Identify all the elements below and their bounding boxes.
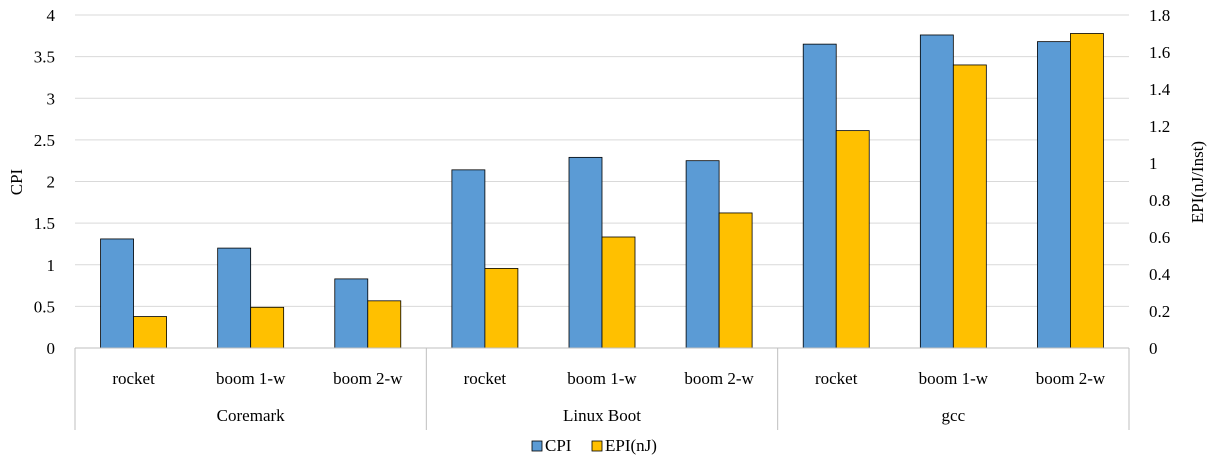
legend: CPI EPI(nJ) xyxy=(531,436,657,455)
epi-bar xyxy=(718,212,753,349)
left-axis-title: CPI xyxy=(7,168,26,195)
legend-label: CPI xyxy=(545,436,572,455)
epi-bar xyxy=(484,268,519,349)
right-tick-label: 0 xyxy=(1149,339,1158,358)
cpi-bar xyxy=(802,43,837,349)
left-tick-label: 0 xyxy=(47,339,56,358)
epi-bar xyxy=(835,130,870,349)
right-axis-title: EPI(nJ/Inst) xyxy=(1188,141,1207,223)
cpi-bar xyxy=(685,160,720,349)
left-tick-label: 2.5 xyxy=(34,131,55,150)
right-tick-label: 1.6 xyxy=(1149,43,1170,62)
category-label: rocket xyxy=(112,369,155,388)
left-tick-label: 4 xyxy=(47,6,56,25)
bars xyxy=(100,33,1104,349)
group-labels: Coremark Linux Boot gcc xyxy=(217,406,966,425)
right-tick-label: 0.2 xyxy=(1149,302,1170,321)
category-label: boom 2-w xyxy=(1036,369,1106,388)
category-label: boom 2-w xyxy=(333,369,403,388)
right-tick-label: 0.6 xyxy=(1149,228,1170,247)
category-labels: rocket boom 1-w boom 2-w rocket boom 1-w boom… xyxy=(112,369,1106,388)
category-label: boom 1-w xyxy=(567,369,637,388)
legend-swatch xyxy=(591,440,603,452)
category-label: rocket xyxy=(815,369,858,388)
left-tick-label: 3.5 xyxy=(34,48,55,67)
cpi-bar xyxy=(451,169,486,349)
left-tick-label: 3 xyxy=(47,89,56,108)
cpi-bar xyxy=(217,247,252,349)
legend-label: EPI(nJ) xyxy=(605,436,657,455)
right-axis-ticks: 0 0.2 0.4 0.6 0.8 1 1.2 1.4 1.6 1.8 xyxy=(1149,6,1171,358)
epi-bar xyxy=(601,236,636,349)
group-label: Coremark xyxy=(217,406,285,425)
epi-bar xyxy=(133,316,167,349)
category-label: boom 1-w xyxy=(216,369,286,388)
right-tick-label: 1.8 xyxy=(1149,6,1170,25)
right-tick-label: 1.2 xyxy=(1149,117,1170,136)
epi-bar xyxy=(250,306,285,349)
right-tick-label: 1.4 xyxy=(1149,80,1171,99)
left-tick-label: 2 xyxy=(47,173,56,192)
legend-swatch xyxy=(531,440,543,452)
category-label: boom 2-w xyxy=(684,369,754,388)
cpi-bar xyxy=(1037,41,1071,349)
group-label: gcc xyxy=(942,406,966,425)
left-tick-label: 1.5 xyxy=(34,214,55,233)
left-axis-ticks: 0 0.5 1 1.5 2 2.5 3 3.5 4 xyxy=(34,6,56,358)
epi-bar xyxy=(1070,33,1104,349)
category-label: boom 1-w xyxy=(919,369,989,388)
category-label: rocket xyxy=(464,369,507,388)
cpi-bar xyxy=(568,156,603,349)
cpi-bar xyxy=(334,278,369,349)
epi-bar xyxy=(952,64,987,349)
epi-bar xyxy=(367,300,402,349)
axes xyxy=(74,347,1130,430)
group-label: Linux Boot xyxy=(563,406,641,425)
right-tick-label: 0.4 xyxy=(1149,265,1171,284)
right-tick-label: 0.8 xyxy=(1149,191,1170,210)
cpi-bar xyxy=(100,238,134,349)
left-tick-label: 1 xyxy=(47,256,56,275)
left-tick-label: 0.5 xyxy=(34,297,55,316)
right-tick-label: 1 xyxy=(1149,154,1158,173)
cpi-bar xyxy=(919,34,954,349)
